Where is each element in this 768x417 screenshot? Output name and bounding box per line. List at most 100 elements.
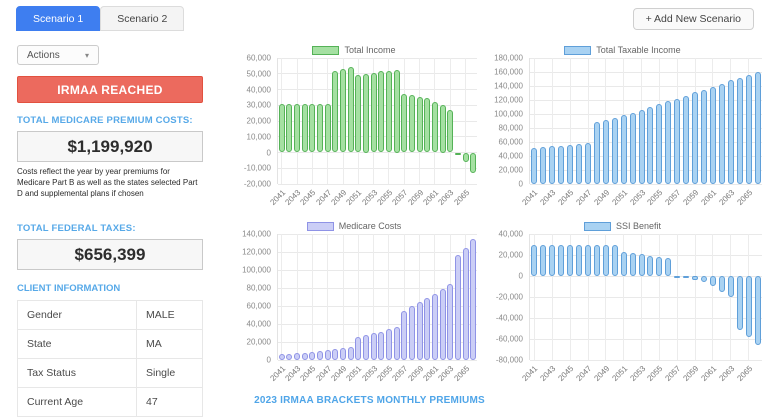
h-gridline <box>530 57 762 59</box>
y-tick-label: 0 <box>518 271 523 281</box>
v-gridline <box>730 234 732 360</box>
y-tick-label: 10,000 <box>246 132 271 142</box>
legend-label: Medicare Costs <box>338 221 402 231</box>
y-axis-labels: 0 20,000 40,000 60,000 80,000 100,000 120,000 1… <box>231 230 277 365</box>
bar <box>620 114 627 184</box>
bar <box>647 107 654 184</box>
legend-medicare-costs[interactable]: Medicare Costs <box>231 218 477 234</box>
bar <box>718 83 725 184</box>
bar <box>540 146 547 184</box>
v-gridline <box>694 234 696 360</box>
x-axis-labels: 2041 2043 2045 2047 2049 2051 2053 2055 2057 2059… <box>521 184 762 218</box>
bar <box>317 104 324 153</box>
caret-down-icon: ▾ <box>84 50 89 60</box>
y-tick-label: 120,000 <box>242 247 271 257</box>
y-tick-label: 60,000 <box>246 53 271 63</box>
table-row: Current Age 47 <box>17 387 203 417</box>
client-info-label: Gender <box>17 300 137 331</box>
table-row: Gender MALE <box>17 300 203 331</box>
bar <box>393 327 400 360</box>
y-tick-label: -60,000 <box>495 334 523 344</box>
y-tick-label: 20,000 <box>246 116 271 126</box>
federal-taxes-value: $656,399 <box>17 239 203 271</box>
legend-total-income[interactable]: Total Income <box>231 42 477 58</box>
bar <box>629 252 636 276</box>
chart-canvas <box>529 233 762 361</box>
v-gridline <box>658 234 660 360</box>
bar <box>602 119 609 184</box>
bar <box>656 104 663 184</box>
y-tick-label: 40,000 <box>246 85 271 94</box>
v-gridline <box>569 58 571 184</box>
tab-scenario-1[interactable]: Scenario 1 <box>16 6 101 31</box>
h-gridline <box>278 323 477 325</box>
bar <box>347 346 354 360</box>
bar <box>593 244 600 276</box>
y-tick-label: 40,000 <box>246 319 271 329</box>
bar <box>674 276 681 278</box>
client-information-title: CLIENT INFORMATION <box>17 283 121 295</box>
bar <box>294 353 301 360</box>
bar <box>727 276 734 297</box>
h-gridline <box>530 254 762 256</box>
add-new-scenario-button[interactable]: + Add New Scenario <box>632 8 754 30</box>
bar <box>408 95 415 153</box>
bar <box>424 98 431 153</box>
client-info-label: State <box>17 329 137 360</box>
v-gridline <box>419 234 421 360</box>
bar <box>416 302 423 360</box>
bar <box>620 251 627 276</box>
actions-dropdown[interactable]: Actions ▾ <box>17 45 99 65</box>
bar <box>754 276 761 346</box>
y-tick-label: 80,000 <box>246 283 271 293</box>
bar <box>683 95 690 184</box>
bar <box>558 145 565 184</box>
v-gridline <box>676 234 678 360</box>
v-gridline <box>296 234 298 360</box>
v-gridline <box>465 58 467 184</box>
table-row: State MA <box>17 329 203 360</box>
bar <box>309 351 316 360</box>
y-tick-label: 100,000 <box>494 109 523 119</box>
legend-ssi-benefit[interactable]: SSI Benefit <box>483 218 762 234</box>
client-info-label: Current Age <box>17 387 137 417</box>
bar <box>701 89 707 184</box>
federal-taxes-label: TOTAL FEDERAL TAXES: <box>17 223 136 235</box>
h-gridline <box>278 305 477 307</box>
bar <box>447 283 454 360</box>
bar <box>439 105 446 153</box>
bar <box>324 104 331 153</box>
v-gridline <box>342 234 344 360</box>
y-tick-label: 160,000 <box>494 67 523 77</box>
bar <box>332 349 339 360</box>
h-gridline <box>530 169 762 171</box>
h-gridline <box>278 287 477 289</box>
bar <box>470 239 477 360</box>
h-gridline <box>278 152 477 153</box>
legend-total-taxable-income[interactable]: Total Taxable Income <box>483 42 762 58</box>
v-gridline <box>569 234 571 360</box>
bar <box>611 117 618 184</box>
h-gridline <box>530 85 762 87</box>
y-tick-label: 50,000 <box>246 69 271 79</box>
irmaa-reached-banner: IRMAA REACHED <box>17 76 203 103</box>
v-gridline <box>403 234 405 360</box>
bar <box>567 144 574 184</box>
bar <box>745 74 752 184</box>
h-gridline <box>530 183 762 185</box>
bar <box>294 103 301 153</box>
y-tick-label: 0 <box>266 148 271 157</box>
bar <box>278 354 285 360</box>
bar <box>567 244 574 276</box>
bar <box>745 276 752 337</box>
v-gridline <box>327 234 329 360</box>
irmaa-brackets-link[interactable]: 2023 IRMAA BRACKETS MONTHLY PREMIUMS <box>254 395 485 406</box>
h-gridline <box>530 275 762 277</box>
chart-canvas <box>529 57 762 185</box>
bar <box>576 144 583 184</box>
v-gridline <box>533 58 535 184</box>
bar <box>531 244 538 276</box>
tab-scenario-2[interactable]: Scenario 2 <box>100 6 185 31</box>
medicare-premium-description: Costs reflect the year by year premiums … <box>17 167 198 198</box>
bar <box>378 71 385 153</box>
